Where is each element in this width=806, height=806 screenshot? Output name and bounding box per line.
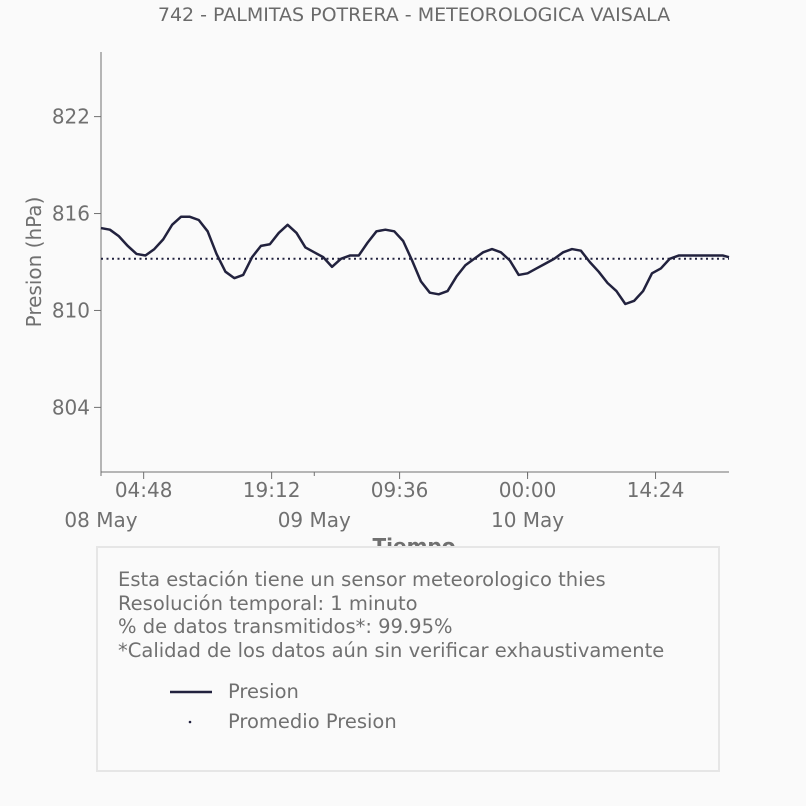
legend-dot-swatch: [188, 720, 192, 724]
x-tick-label: 00:00: [499, 478, 557, 502]
x-tick-label: 09:36: [371, 478, 429, 502]
pressure-chart: 742 - PALMITAS POTRERA - METEOROLOGICA V…: [22, 4, 730, 546]
info-quality-line: *Calidad de los datos aún sin verificar …: [118, 638, 665, 662]
info-transmitted-line: % de datos transmitidos*: 99.95%: [118, 615, 453, 638]
date-label: 09 May: [278, 508, 351, 532]
y-axis-label: Presion (hPa): [22, 197, 46, 328]
info-resolution-line: Resolución temporal: 1 minuto: [118, 591, 418, 615]
chart-title: 742 - PALMITAS POTRERA - METEOROLOGICA V…: [158, 4, 670, 26]
x-tick-label: 14:24: [627, 478, 685, 502]
x-axis-label: Tiempo: [373, 534, 456, 546]
x-tick-label: 19:12: [243, 478, 301, 502]
y-tick-label: 804: [52, 395, 90, 419]
legend-label-promedio: Promedio Presion: [228, 710, 397, 733]
info-sensor-line: Esta estación tiene un sensor meteorolog…: [118, 568, 606, 591]
x-tick-label: 04:48: [115, 478, 173, 502]
y-tick-label: 822: [52, 105, 90, 129]
info-box: Esta estación tiene un sensor meteorolog…: [96, 546, 720, 772]
info-text: Esta estación tiene un sensor meteorolog…: [118, 568, 664, 662]
legend-line-swatch: [170, 690, 212, 694]
date-label: 08 May: [64, 508, 137, 532]
y-tick-label: 816: [52, 202, 90, 226]
pressure-series-line: [100, 215, 730, 306]
date-label: 10 May: [491, 508, 564, 532]
legend-label-presion: Presion: [228, 680, 299, 703]
y-tick-label: 810: [52, 298, 90, 322]
